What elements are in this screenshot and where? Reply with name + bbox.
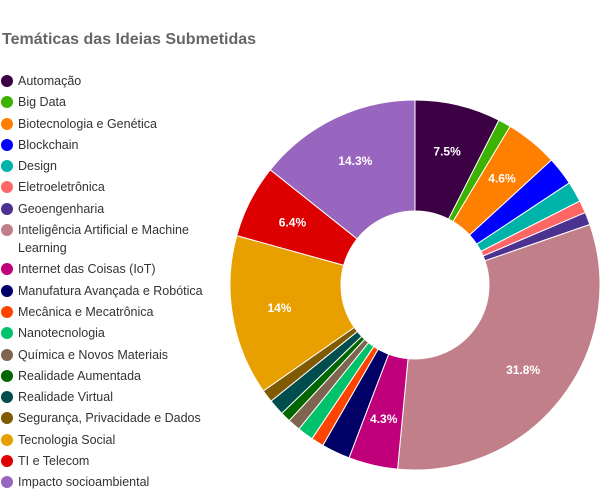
legend-label: Manufatura Avançada e Robótica <box>18 283 203 298</box>
legend-swatch <box>1 433 13 446</box>
legend-item[interactable]: Inteligência Artificial e Machine Learni… <box>1 221 216 257</box>
legend-label: Impacto socioambiental <box>18 475 150 490</box>
legend-swatch <box>1 75 13 87</box>
legend-swatch <box>1 263 13 276</box>
legend-swatch <box>1 181 13 194</box>
slice-data-label: 14% <box>267 301 291 315</box>
legend-item[interactable]: Eletroeletrônica <box>1 178 216 196</box>
legend-label: Design <box>18 159 57 174</box>
slice[interactable] <box>229 235 356 392</box>
legend-swatch <box>1 96 13 109</box>
legend-label: Eletroeletrônica <box>18 180 105 195</box>
slice[interactable] <box>397 223 600 471</box>
legend-swatch <box>1 138 13 151</box>
legend-label: Internet das Coisas (IoT) <box>18 262 156 277</box>
legend-label: Big Data <box>18 95 66 110</box>
legend-item[interactable]: Tecnologia Social <box>1 431 216 449</box>
slice-data-label: 7.5% <box>433 144 461 158</box>
legend-item[interactable]: Mecânica e Mecatrônica <box>1 303 216 321</box>
legend-swatch <box>1 348 13 361</box>
legend-item[interactable]: TI e Telecom <box>1 452 216 470</box>
legend-item[interactable]: Realidade Aumentada <box>1 367 216 385</box>
legend-swatch <box>1 160 13 173</box>
legend-item[interactable]: Big Data <box>1 93 216 111</box>
legend-swatch <box>1 455 13 468</box>
chart-title: Temáticas das Ideias Submetidas <box>2 31 257 48</box>
slice-data-label: 6.4% <box>279 216 307 230</box>
legend: Automação Big Data Biotecnologia e Genétic… <box>1 72 216 495</box>
legend-swatch <box>1 284 13 297</box>
legend-item[interactable]: Segurança, Privacidade e Dados <box>1 409 216 427</box>
legend-label: Nanotecnologia <box>18 326 105 341</box>
legend-item[interactable]: Automação <box>1 72 216 90</box>
legend-item[interactable]: Manufatura Avançada e Robótica <box>1 282 216 300</box>
slice[interactable] <box>269 99 416 240</box>
legend-swatch <box>1 369 13 382</box>
legend-swatch <box>1 391 13 404</box>
slice-data-label: 31.8% <box>506 363 540 377</box>
legend-item[interactable]: Nanotecnologia <box>1 324 216 342</box>
legend-label: Química e Novos Materiais <box>18 347 169 362</box>
slice-data-label: 4.6% <box>488 172 516 186</box>
legend-swatch <box>1 476 13 489</box>
legend-item[interactable]: Química e Novos Materiais <box>1 346 216 364</box>
legend-swatch <box>1 305 13 318</box>
legend-label: Blockchain <box>18 137 79 152</box>
legend-label: Mecânica e Mecatrônica <box>18 304 154 319</box>
legend-label: Geoengenharia <box>18 201 105 216</box>
legend-swatch <box>1 117 13 130</box>
legend-swatch <box>1 412 13 425</box>
legend-swatch <box>1 202 13 215</box>
legend-item[interactable]: Realidade Virtual <box>1 388 216 406</box>
slice-data-label: 14.3% <box>338 154 372 168</box>
slice-data-label: 4.3% <box>370 412 398 426</box>
legend-item[interactable]: Biotecnologia e Genética <box>1 115 216 133</box>
legend-label: Realidade Aumentada <box>18 368 142 383</box>
legend-label: Inteligência Artificial e Machine Learni… <box>18 223 189 256</box>
legend-item[interactable]: Design <box>1 157 216 175</box>
legend-swatch <box>1 327 13 340</box>
legend-label: Biotecnologia e Genética <box>18 116 157 131</box>
legend-label: Segurança, Privacidade e Dados <box>18 411 201 426</box>
legend-item[interactable]: Geoengenharia <box>1 200 216 218</box>
legend-item[interactable]: Impacto socioambiental <box>1 473 216 491</box>
legend-item[interactable]: Blockchain <box>1 136 216 154</box>
legend-label: Realidade Virtual <box>18 390 113 405</box>
legend-label: TI e Telecom <box>18 454 90 469</box>
legend-label: Tecnologia Social <box>18 432 116 447</box>
legend-swatch <box>1 224 13 237</box>
legend-label: Automação <box>18 74 82 88</box>
legend-item[interactable]: Internet das Coisas (IoT) <box>1 260 216 278</box>
